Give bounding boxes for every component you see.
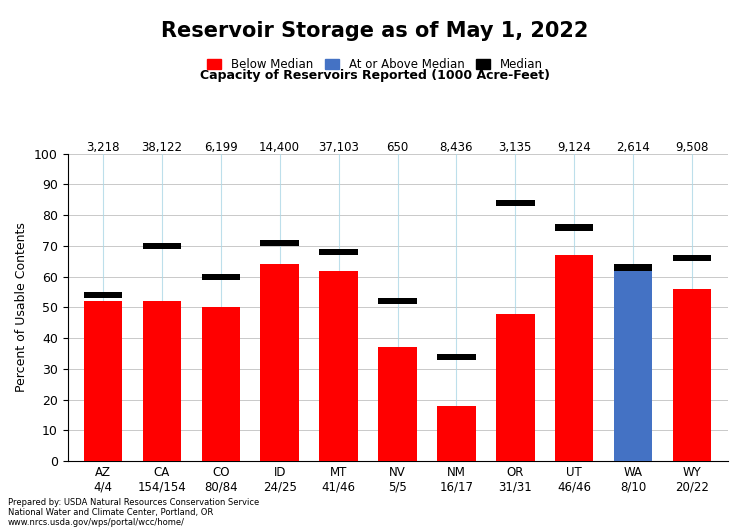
Bar: [555, 255, 593, 461]
Bar: [496, 200, 535, 206]
Text: 6,199: 6,199: [204, 140, 238, 154]
Bar: [142, 301, 181, 461]
Bar: [260, 240, 299, 246]
Bar: [496, 314, 535, 461]
Y-axis label: Percent of Usable Contents: Percent of Usable Contents: [15, 223, 28, 392]
Text: 14,400: 14,400: [260, 140, 300, 154]
Bar: [555, 224, 593, 231]
Bar: [614, 270, 652, 461]
Text: Capacity of Reservoirs Reported (1000 Acre-Feet): Capacity of Reservoirs Reported (1000 Ac…: [200, 69, 550, 82]
Bar: [142, 243, 181, 249]
Text: 9,508: 9,508: [676, 140, 709, 154]
Bar: [320, 270, 358, 461]
Text: 37,103: 37,103: [318, 140, 359, 154]
Text: Reservoir Storage as of May 1, 2022: Reservoir Storage as of May 1, 2022: [161, 21, 589, 41]
Bar: [202, 273, 240, 280]
Text: 3,218: 3,218: [86, 140, 119, 154]
Bar: [378, 347, 417, 461]
Bar: [673, 289, 711, 461]
Text: 9,124: 9,124: [557, 140, 591, 154]
Text: 8,436: 8,436: [440, 140, 473, 154]
Bar: [437, 354, 476, 360]
Text: Prepared by: USDA Natural Resources Conservation Service
National Water and Clim: Prepared by: USDA Natural Resources Cons…: [8, 498, 259, 527]
Bar: [437, 406, 476, 461]
Text: 3,135: 3,135: [499, 140, 532, 154]
Bar: [260, 264, 299, 461]
Text: 38,122: 38,122: [141, 140, 182, 154]
Bar: [673, 255, 711, 261]
Text: 650: 650: [386, 140, 409, 154]
Bar: [202, 307, 240, 461]
Bar: [614, 264, 652, 270]
Bar: [378, 298, 417, 304]
Legend: Below Median, At or Above Median, Median: Below Median, At or Above Median, Median: [202, 54, 548, 76]
Text: 2,614: 2,614: [616, 140, 650, 154]
Bar: [320, 249, 358, 255]
Bar: [84, 301, 122, 461]
Bar: [84, 292, 122, 298]
